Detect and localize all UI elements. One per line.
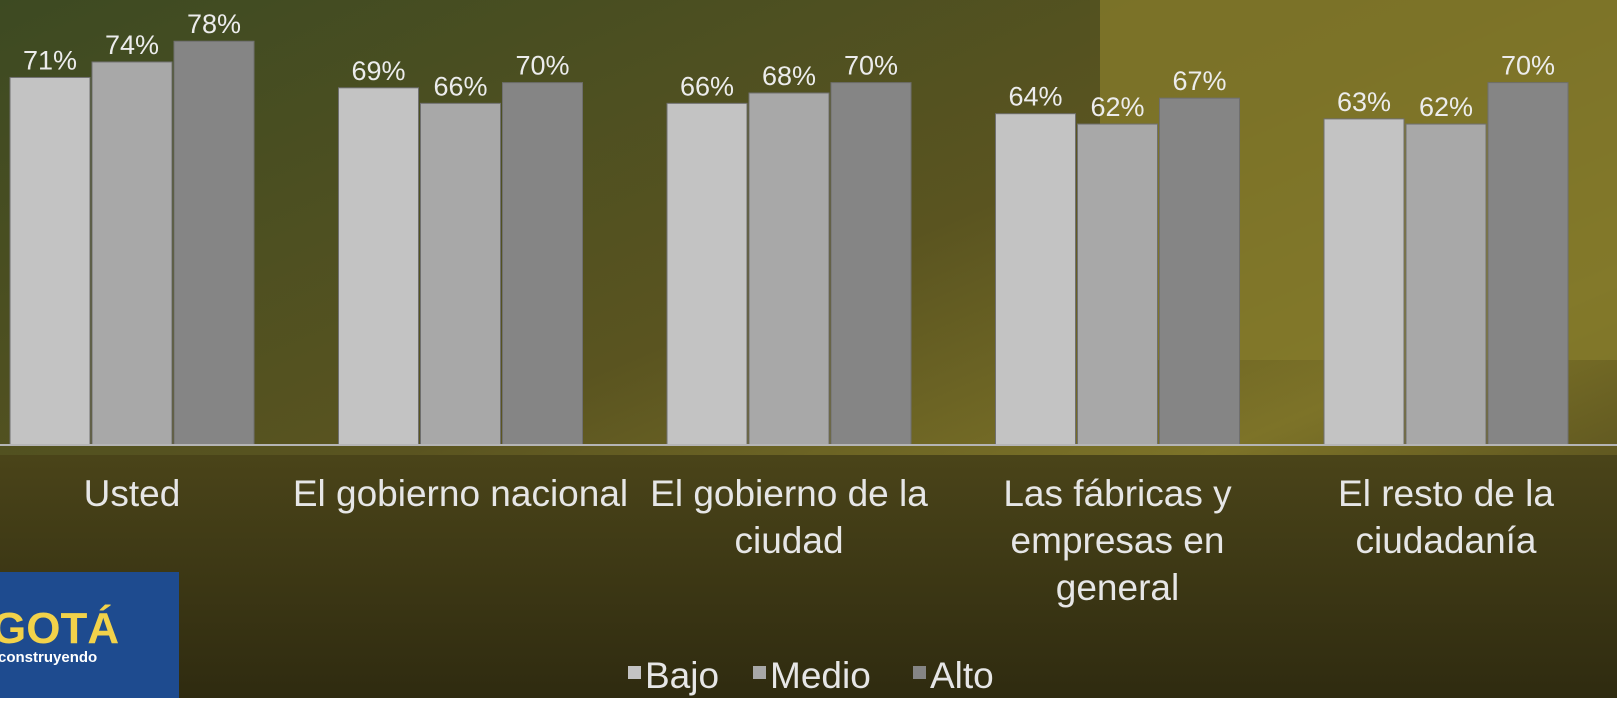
bar	[503, 83, 583, 445]
bar	[749, 93, 829, 445]
bar	[339, 88, 419, 445]
bar	[92, 62, 172, 445]
value-label: 78%	[187, 9, 241, 39]
bar	[1406, 124, 1486, 445]
legend-swatch	[913, 666, 926, 679]
logo-subtitle: construyendo	[0, 649, 97, 666]
bar	[1324, 119, 1404, 445]
x-category: El gobierno nacional	[291, 470, 631, 630]
x-category: Usted	[0, 470, 302, 630]
value-label: 74%	[105, 30, 159, 60]
value-label: 68%	[762, 61, 816, 91]
bar	[1160, 98, 1240, 445]
x-tick-label: Usted	[0, 470, 302, 517]
value-label: 70%	[844, 51, 898, 81]
page: GOTÁ construyendo 71%74%78%Usted69%66%70…	[0, 0, 1617, 698]
value-label: 67%	[1172, 66, 1226, 96]
bar	[831, 83, 911, 445]
x-tick-label: El resto de la ciudadanía	[1276, 470, 1616, 564]
legend-label: Bajo	[645, 655, 719, 696]
value-label: 63%	[1337, 87, 1391, 117]
value-label: 69%	[351, 56, 405, 86]
value-label: 66%	[680, 71, 734, 101]
legend-swatch	[753, 666, 766, 679]
x-tick-label: Las fábricas y empresas en general	[948, 470, 1288, 611]
bar	[421, 103, 501, 445]
bar	[10, 77, 90, 445]
value-label: 62%	[1419, 92, 1473, 122]
value-label: 66%	[433, 71, 487, 101]
chart: GOTÁ construyendo 71%74%78%Usted69%66%70…	[0, 0, 1617, 698]
value-label: 64%	[1008, 82, 1062, 112]
bar	[1078, 124, 1158, 445]
x-category: El resto de la ciudadanía	[1276, 470, 1616, 630]
bar	[174, 41, 254, 445]
legend-label: Medio	[770, 655, 871, 696]
legend: Bajo Medio Alto	[628, 655, 994, 696]
value-label: 71%	[23, 45, 77, 75]
x-category: El gobierno de la ciudad	[619, 470, 959, 630]
legend-swatch	[628, 666, 641, 679]
bar	[667, 103, 747, 445]
bar	[996, 114, 1076, 445]
x-tick-label: El gobierno de la ciudad	[619, 470, 959, 564]
value-label: 70%	[515, 51, 569, 81]
value-label: 62%	[1090, 92, 1144, 122]
value-label: 70%	[1501, 51, 1555, 81]
bar	[1488, 83, 1568, 445]
x-category: Las fábricas y empresas en general	[948, 470, 1288, 630]
legend-label: Alto	[930, 655, 994, 696]
x-tick-label: El gobierno nacional	[291, 470, 631, 517]
